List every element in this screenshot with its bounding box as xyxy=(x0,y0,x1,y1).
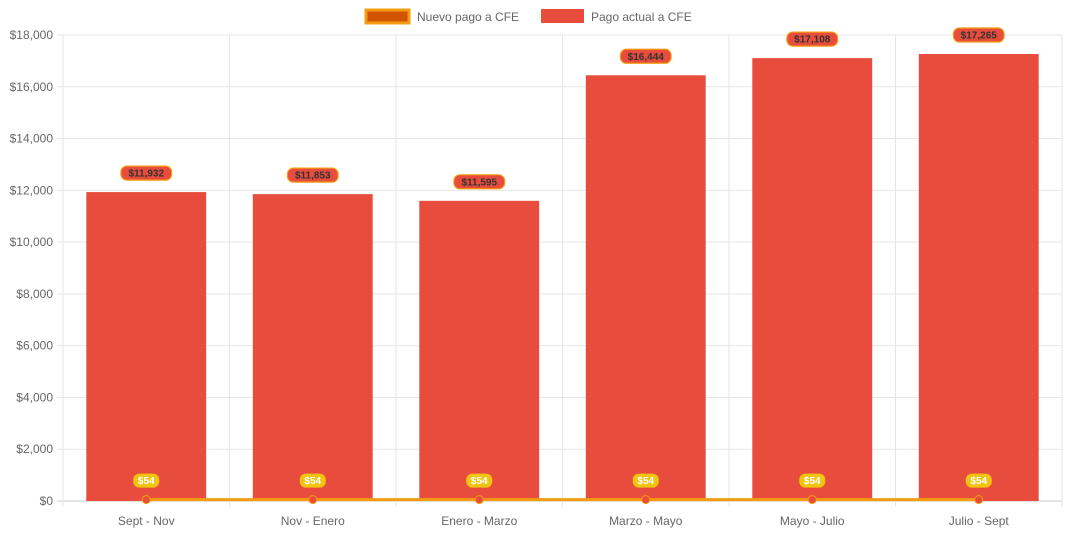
bar-data-label-badge xyxy=(120,165,173,181)
x-tick-label: Julio - Sept xyxy=(949,514,1010,528)
x-tick-label: Sept - Nov xyxy=(118,514,175,528)
line-point xyxy=(308,495,318,505)
line-data-label-badge xyxy=(799,473,826,488)
legend: Nuevo pago a CFE Pago actual a CFE xyxy=(364,8,692,25)
bar-data-label: $16,444 xyxy=(628,52,665,63)
line-data-label-badge xyxy=(965,473,992,488)
line-point xyxy=(807,495,817,505)
y-tick-label: $18,000 xyxy=(10,28,54,42)
line-data-label: $54 xyxy=(138,476,155,487)
y-tick-label: $8,000 xyxy=(16,287,53,301)
bar-data-label-badge xyxy=(786,31,839,47)
y-tick-label: $6,000 xyxy=(16,339,53,353)
legend-swatch-pago-actual xyxy=(541,9,584,23)
line-point xyxy=(474,495,484,505)
bar-series xyxy=(86,54,1039,502)
x-tick-label: Enero - Marzo xyxy=(441,514,517,528)
line-data-label: $54 xyxy=(304,476,321,487)
bar-data-label: $11,853 xyxy=(295,171,331,182)
y-tick-label: $10,000 xyxy=(10,235,54,249)
x-tick-label: Marzo - Mayo xyxy=(609,514,683,528)
y-tick-label: $14,000 xyxy=(10,132,54,146)
y-tick-label: $16,000 xyxy=(10,80,54,94)
line-data-label: $54 xyxy=(804,476,821,487)
y-tick-label: $0 xyxy=(40,494,54,508)
y-tick-label: $2,000 xyxy=(16,442,53,456)
line-data-label-badge xyxy=(466,473,493,488)
line-data-label: $54 xyxy=(637,476,654,487)
x-tick-label: Mayo - Julio xyxy=(780,514,845,528)
bar-data-label-badge xyxy=(453,174,506,190)
bar xyxy=(419,200,540,501)
bar-data-label-badge xyxy=(952,27,1005,43)
legend-label-pago-actual: Pago actual a CFE xyxy=(591,10,692,24)
bar-data-label-badge xyxy=(286,167,339,183)
legend-label-nuevo-pago: Nuevo pago a CFE xyxy=(417,10,519,24)
line-point xyxy=(641,495,651,505)
bar xyxy=(918,54,1039,502)
line-data-label-badge xyxy=(632,473,659,488)
bar xyxy=(585,75,706,501)
line-data-label-badge xyxy=(133,473,160,488)
x-tick-label: Nov - Enero xyxy=(281,514,345,528)
grid-lines xyxy=(57,34,1063,507)
line-point xyxy=(141,495,151,505)
bar xyxy=(252,194,373,501)
bar-data-label: $17,265 xyxy=(961,31,998,42)
bar-data-label: $11,932 xyxy=(128,169,164,180)
y-tick-label: $12,000 xyxy=(10,183,54,197)
y-tick-label: $4,000 xyxy=(16,390,53,404)
bar-data-label: $17,108 xyxy=(794,35,831,46)
line-data-label: $54 xyxy=(471,476,488,487)
legend-swatch-nuevo-pago xyxy=(364,8,411,25)
line-data-label-badge xyxy=(299,473,326,488)
line-point xyxy=(974,495,984,505)
line-data-label: $54 xyxy=(970,476,987,487)
bar xyxy=(86,192,207,501)
bar-data-label-badge xyxy=(619,48,672,64)
bar-data-label: $11,595 xyxy=(461,177,497,188)
bar xyxy=(752,58,873,501)
